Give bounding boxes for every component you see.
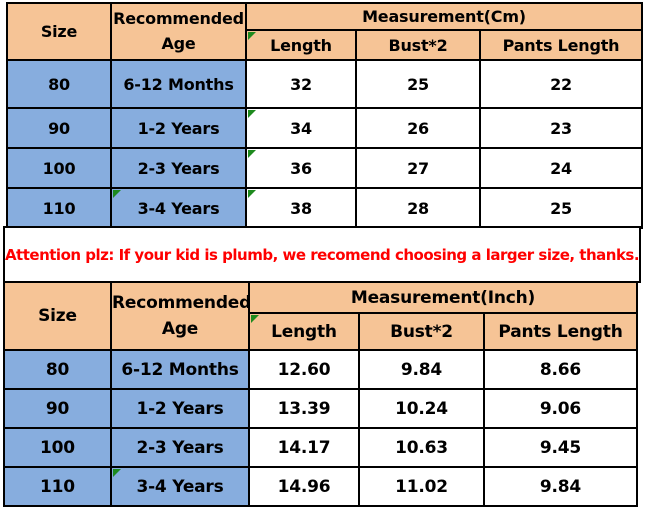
- pants-cell: 8.66: [483, 349, 638, 390]
- length-cell: 32: [245, 59, 357, 109]
- bust-cell: 9.84: [358, 349, 485, 390]
- cell-error-indicator-icon: [113, 469, 121, 477]
- age-value: 3-4 Years: [136, 476, 224, 497]
- size-cell: 90: [6, 107, 112, 149]
- size-cell: 80: [6, 59, 112, 109]
- cm-row-110: 110 3-4 Years 38 28 25: [6, 187, 643, 229]
- cm-row-100: 100 2-3 Years 36 27 24: [6, 147, 643, 189]
- cell-error-indicator-icon: [248, 150, 256, 158]
- age-cell: 2-3 Years: [110, 427, 250, 468]
- size-cell: 110: [3, 466, 112, 507]
- inch-header-size: Size: [3, 281, 112, 351]
- inch-size-table: Size Recommended Age Measurement(Inch) L…: [3, 281, 638, 507]
- size-cell: 100: [3, 427, 112, 468]
- age-cell: 1-2 Years: [110, 388, 250, 429]
- cm-header-measurement: Measurement(Cm): [245, 2, 643, 31]
- length-cell: 12.60: [248, 349, 360, 390]
- pants-cell: 23: [479, 107, 643, 149]
- cm-header-recommended-age: Recommended Age: [110, 2, 247, 61]
- length-cell: 13.39: [248, 388, 360, 429]
- inch-header-length-label: Length: [271, 321, 337, 342]
- age-value: 3-4 Years: [137, 198, 220, 218]
- cm-size-table: Size Recommended Age Measurement(Cm) Len…: [6, 2, 643, 229]
- age-cell: 6-12 Months: [110, 349, 250, 390]
- bust-cell: 26: [355, 107, 481, 149]
- length-cell: 14.96: [248, 466, 360, 507]
- inch-row-110: 110 3-4 Years 14.96 11.02 9.84: [3, 466, 638, 507]
- inch-header-measurement: Measurement(Inch): [248, 281, 638, 314]
- size-cell: 100: [6, 147, 112, 189]
- length-cell: 38: [245, 187, 357, 229]
- length-value: 34: [290, 118, 312, 138]
- pants-cell: 25: [479, 187, 643, 229]
- inch-header-length: Length: [248, 312, 360, 351]
- cell-error-indicator-icon: [248, 110, 256, 118]
- cell-error-indicator-icon: [113, 190, 121, 198]
- size-cell: 80: [3, 349, 112, 390]
- age-cell: 2-3 Years: [110, 147, 247, 189]
- cell-error-indicator-icon: [251, 315, 259, 323]
- attention-note-text: Attention plz: If your kid is plumb, we …: [4, 245, 640, 264]
- inch-row-90: 90 1-2 Years 13.39 10.24 9.06: [3, 388, 638, 429]
- age-cell: 3-4 Years: [110, 466, 250, 507]
- inch-header-recommended-age: Recommended Age: [110, 281, 250, 351]
- cell-error-indicator-icon: [248, 190, 256, 198]
- pants-cell: 9.06: [483, 388, 638, 429]
- length-cell: 36: [245, 147, 357, 189]
- inch-row-100: 100 2-3 Years 14.17 10.63 9.45: [3, 427, 638, 468]
- cm-header-size: Size: [6, 2, 112, 61]
- age-cell: 6-12 Months: [110, 59, 247, 109]
- bust-cell: 11.02: [358, 466, 485, 507]
- bust-cell: 28: [355, 187, 481, 229]
- cm-row-90: 90 1-2 Years 34 26 23: [6, 107, 643, 149]
- cm-header-pants-length: Pants Length: [479, 29, 643, 61]
- length-cell: 14.17: [248, 427, 360, 468]
- age-cell: 3-4 Years: [110, 187, 247, 229]
- bust-cell: 25: [355, 59, 481, 109]
- inch-header-bust: Bust*2: [358, 312, 485, 351]
- cm-header-bust: Bust*2: [355, 29, 481, 61]
- size-cell: 110: [6, 187, 112, 229]
- attention-note: Attention plz: If your kid is plumb, we …: [3, 226, 641, 283]
- pants-cell: 22: [479, 59, 643, 109]
- pants-cell: 9.84: [483, 466, 638, 507]
- inch-header-pants-length: Pants Length: [483, 312, 638, 351]
- length-value: 36: [290, 158, 312, 178]
- length-cell: 34: [245, 107, 357, 149]
- length-value: 38: [290, 198, 312, 218]
- pants-cell: 24: [479, 147, 643, 189]
- bust-cell: 10.24: [358, 388, 485, 429]
- age-cell: 1-2 Years: [110, 107, 247, 149]
- cm-header-length: Length: [245, 29, 357, 61]
- cm-header-length-label: Length: [270, 35, 332, 55]
- bust-cell: 27: [355, 147, 481, 189]
- size-cell: 90: [3, 388, 112, 429]
- bust-cell: 10.63: [358, 427, 485, 468]
- inch-row-80: 80 6-12 Months 12.60 9.84 8.66: [3, 349, 638, 390]
- cm-row-80: 80 6-12 Months 32 25 22: [6, 59, 643, 109]
- cell-error-indicator-icon: [248, 32, 256, 40]
- pants-cell: 9.45: [483, 427, 638, 468]
